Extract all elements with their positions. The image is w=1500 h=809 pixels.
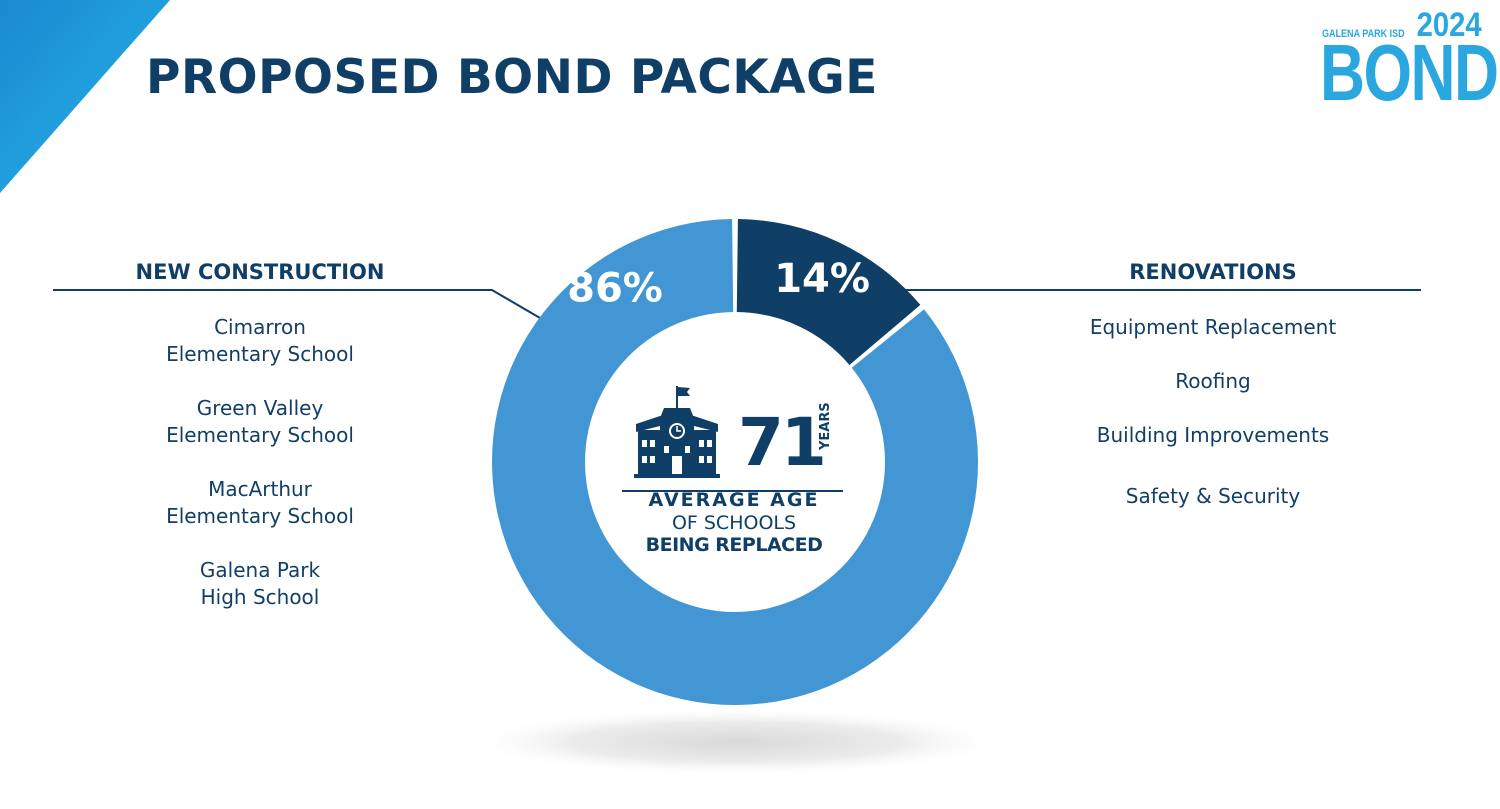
logo-word: BOND: [1320, 28, 1499, 117]
slice-renovations: [736, 219, 921, 366]
slice-label-renovations: 14%: [774, 256, 870, 302]
new-construction-list: Cimarron Elementary School Green Valley El…: [60, 314, 460, 638]
years-label: YEARS: [818, 402, 833, 450]
list-item-macarthur: MacArthur Elementary School: [166, 477, 354, 528]
logo-district: GALENA PARK ISD: [1322, 28, 1405, 40]
average-age-panel: 71 YEARS AVERAGE AGE OF SCHOOLS BEING RE…: [618, 380, 850, 560]
corner-accent: [0, 0, 170, 193]
school-building-icon: [634, 386, 720, 478]
renovations-heading: RENOVATIONS: [1129, 260, 1297, 284]
caption-average-age: AVERAGE AGE: [648, 489, 820, 511]
new-construction-heading: NEW CONSTRUCTION: [135, 260, 385, 284]
leader-line-new-construction: [53, 289, 541, 319]
list-item-cimarron: Cimarron Elementary School: [166, 315, 354, 366]
list-item-roofing: Roofing: [1175, 369, 1251, 393]
chart-shadow: [461, 708, 1011, 776]
renovations-list: Equipment Replacement Roofing Building I…: [1013, 314, 1413, 510]
list-item-galena-park: Galena Park High School: [199, 558, 321, 609]
slice-new-construction: [491, 219, 978, 706]
caption-divider: [622, 490, 843, 492]
slice-label-new-construction: 86%: [567, 266, 663, 312]
list-item-green-valley: Green Valley Elementary School: [166, 396, 354, 447]
bond-logo: GALENA PARK ISD 2024 BOND: [1318, 6, 1499, 113]
average-age-number: 71: [738, 404, 827, 481]
list-item-safety-security: Safety & Security: [1125, 484, 1301, 508]
caption-of-schools: OF SCHOOLS: [671, 512, 797, 534]
logo-year: 2024: [1416, 6, 1482, 44]
list-item-building-improvements: Building Improvements: [1096, 423, 1330, 447]
caption-being-replaced: BEING REPLACED: [645, 534, 823, 556]
page-title: PROPOSED BOND PACKAGE: [146, 50, 878, 105]
list-item-equipment-replacement: Equipment Replacement: [1089, 315, 1337, 339]
